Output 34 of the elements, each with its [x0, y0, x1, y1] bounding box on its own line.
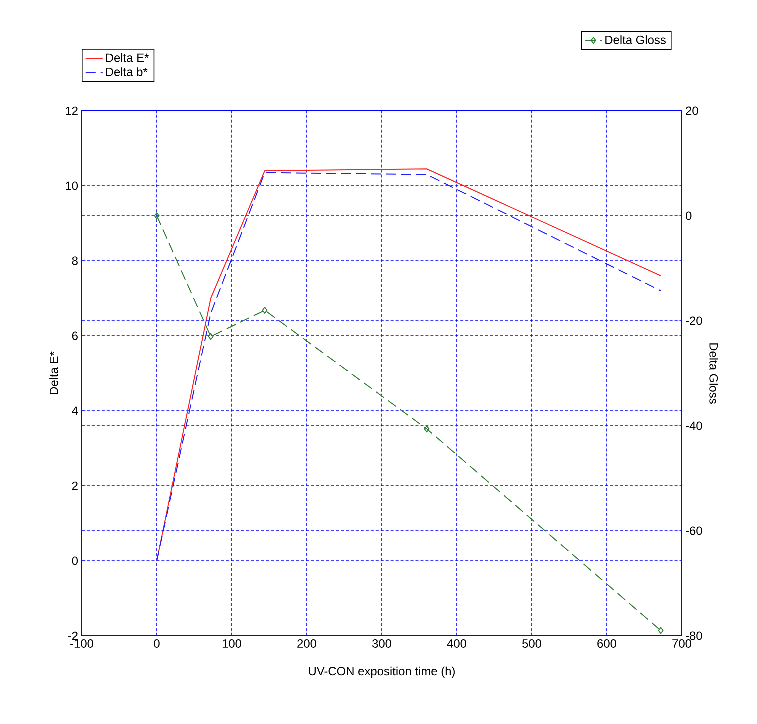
- x-tick-label: 200: [298, 640, 317, 648]
- y-axis-title: Delta E*: [50, 352, 58, 394]
- y-tick-label: 0: [72, 556, 78, 566]
- y2-tick-label: -40: [686, 422, 702, 430]
- x-tick-label: 0: [154, 640, 160, 648]
- y-tick-label: 4: [72, 406, 78, 416]
- x-tick-label: 600: [598, 640, 617, 648]
- legend-label: Delta b*: [106, 68, 148, 76]
- x-tick-label: 700: [672, 640, 692, 648]
- y-tick-label: -2: [68, 632, 78, 640]
- x-tick-label: 400: [447, 640, 467, 648]
- y2-tick-label: -80: [686, 632, 702, 640]
- y-tick-label: 8: [72, 256, 78, 266]
- legend-label: Delta E*: [106, 53, 150, 62]
- y-tick-label: 12: [66, 106, 78, 116]
- y-tick-label: 2: [72, 482, 78, 490]
- x-tick-label: 500: [522, 640, 542, 648]
- y2-tick-label: -20: [686, 316, 702, 326]
- point: [658, 627, 664, 634]
- x-tick-label: 300: [372, 640, 392, 648]
- point: [424, 426, 430, 433]
- y2-tick-label: 20: [686, 106, 698, 116]
- legend-label: Delta Gloss: [606, 36, 666, 44]
- x-tick-label: -100: [70, 640, 94, 648]
- y2-tick-label: 0: [686, 212, 692, 220]
- point: [208, 333, 214, 340]
- point: [154, 212, 160, 220]
- y-tick-label: 10: [66, 182, 78, 190]
- y2-tick-label: -60: [686, 526, 702, 536]
- y2-axis-title: Delta Gloss: [710, 344, 718, 404]
- x-axis-title: UV-CON exposition time (h): [309, 666, 455, 678]
- point: [262, 307, 268, 314]
- y-tick-label: 6: [72, 332, 78, 340]
- x-tick-label: 100: [222, 640, 242, 648]
